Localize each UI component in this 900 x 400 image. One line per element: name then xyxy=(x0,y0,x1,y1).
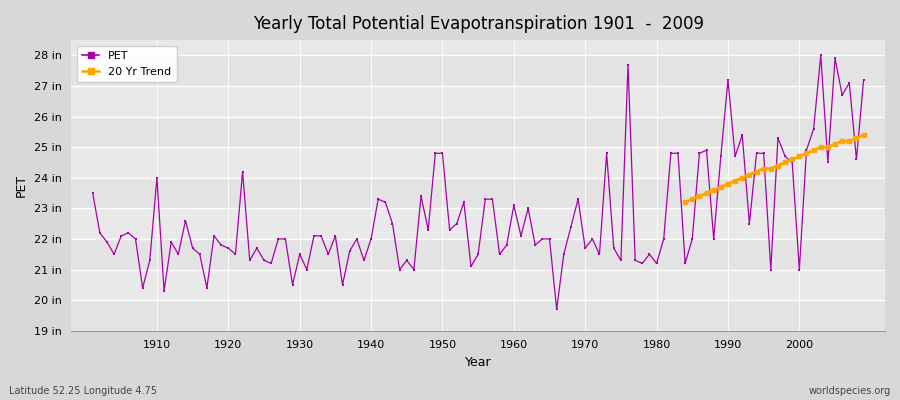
X-axis label: Year: Year xyxy=(464,356,491,369)
Bar xyxy=(71,147,885,178)
Bar xyxy=(71,178,885,208)
Legend: PET, 20 Yr Trend: PET, 20 Yr Trend xyxy=(76,46,176,82)
Bar xyxy=(71,86,885,116)
Bar xyxy=(71,208,885,239)
Text: Latitude 52.25 Longitude 4.75: Latitude 52.25 Longitude 4.75 xyxy=(9,386,157,396)
Title: Yearly Total Potential Evapotranspiration 1901  -  2009: Yearly Total Potential Evapotranspiratio… xyxy=(253,15,704,33)
Bar xyxy=(71,239,885,270)
Bar xyxy=(71,270,885,300)
Bar xyxy=(71,116,885,147)
Bar xyxy=(71,56,885,86)
Text: worldspecies.org: worldspecies.org xyxy=(809,386,891,396)
Bar xyxy=(71,300,885,331)
Y-axis label: PET: PET xyxy=(15,174,28,197)
